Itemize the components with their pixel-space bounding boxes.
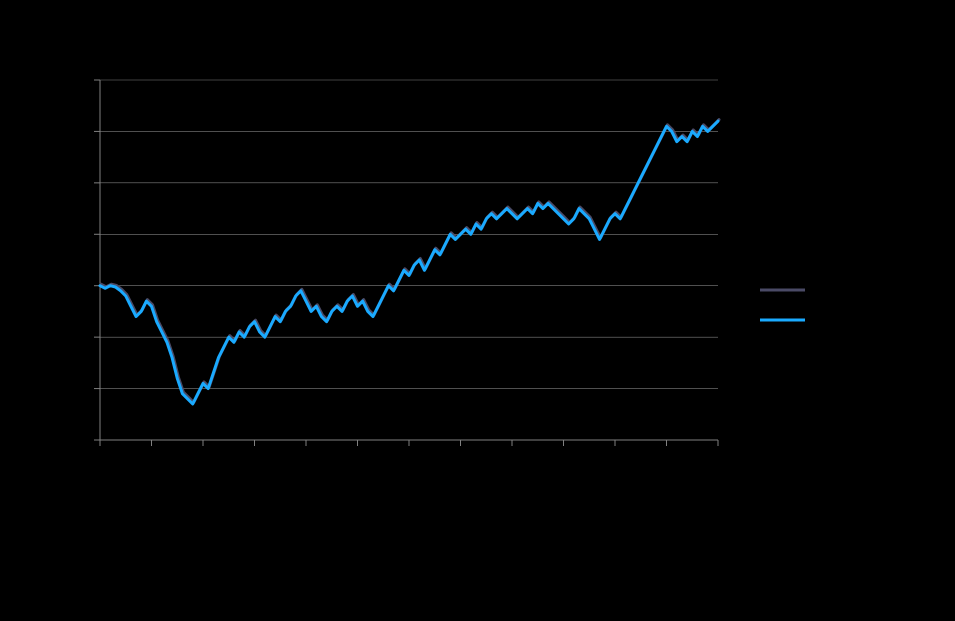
line-chart [0, 0, 955, 621]
chart-container [0, 0, 955, 621]
